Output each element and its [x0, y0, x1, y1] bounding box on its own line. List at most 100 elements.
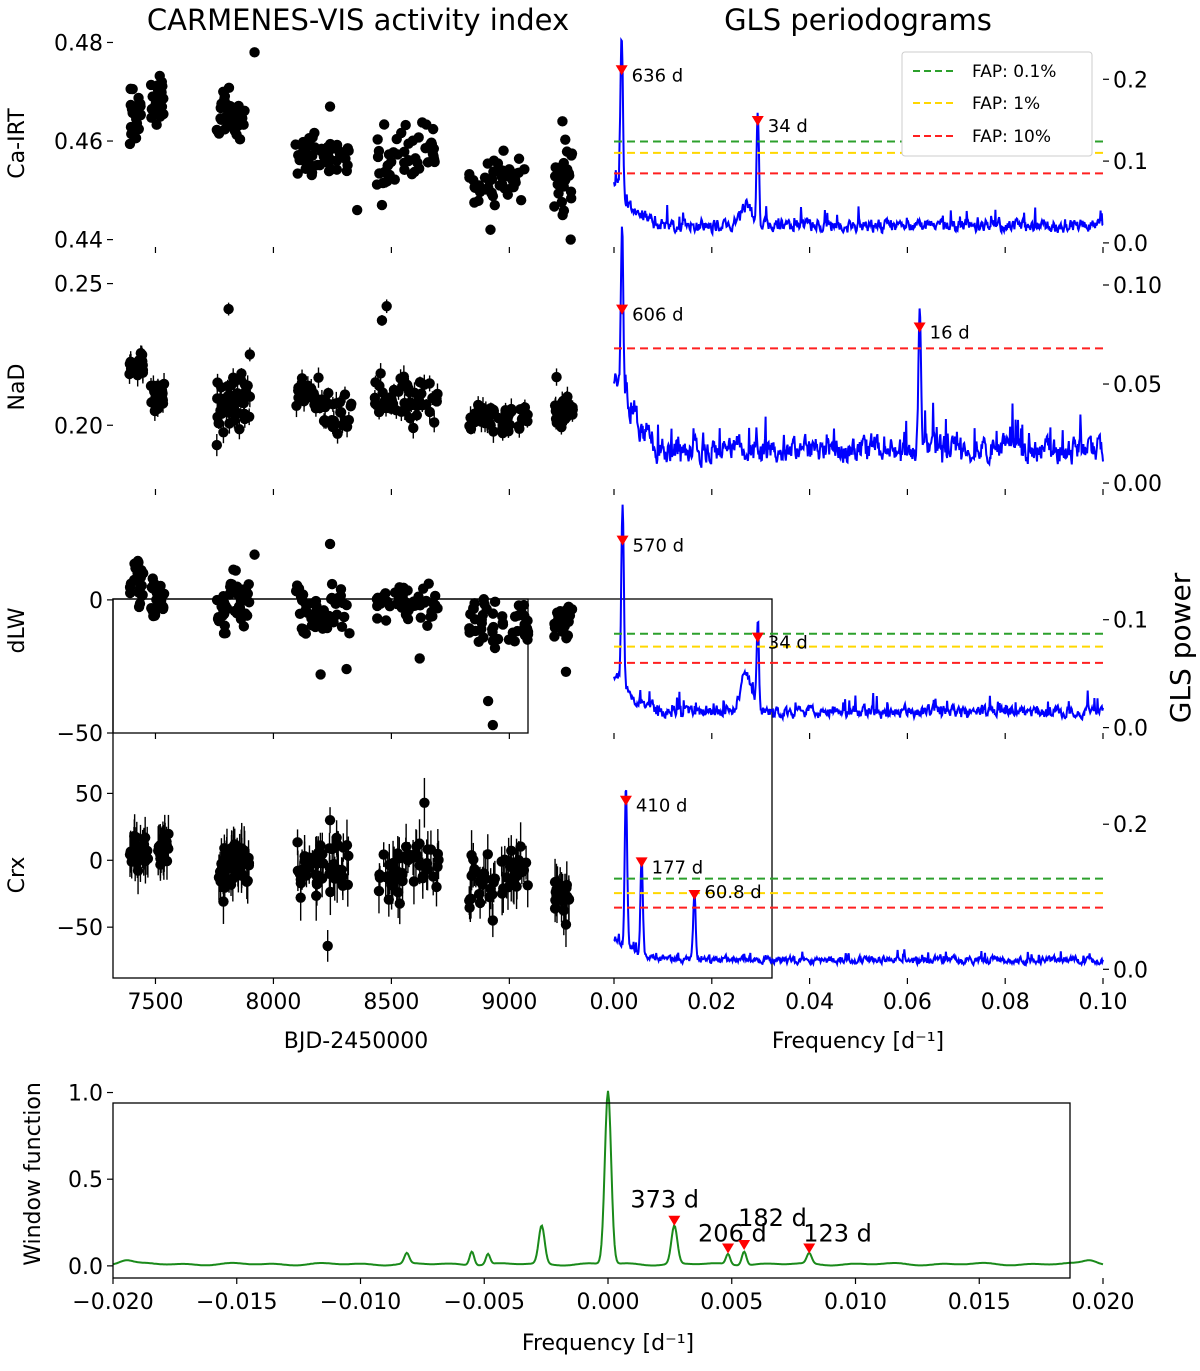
- y-tick-label: 0.2: [1113, 68, 1148, 93]
- x-tick-label: 0.10: [1079, 990, 1128, 1015]
- data-point: [558, 157, 569, 169]
- data-point: [556, 196, 568, 208]
- data-point: [404, 602, 415, 613]
- data-point: [559, 621, 570, 632]
- y-tick-label: 0.0: [1113, 958, 1148, 983]
- data-point: [417, 117, 428, 128]
- data-point: [343, 850, 354, 862]
- data-point: [333, 840, 344, 851]
- timeseries-frame-4: [112, 598, 773, 979]
- x-tick-label: 0.010: [824, 1290, 887, 1315]
- data-point: [521, 626, 532, 638]
- data-point: [562, 405, 573, 417]
- data-point: [485, 420, 496, 431]
- right-ylabel: GLS power: [1164, 572, 1197, 723]
- periodogram-line: [613, 789, 1104, 968]
- data-point: [345, 401, 356, 412]
- data-point: [299, 151, 310, 162]
- peak-label: 206 d: [698, 1219, 767, 1247]
- data-point: [326, 164, 337, 175]
- data-point: [241, 610, 253, 621]
- data-point: [402, 613, 414, 625]
- data-point: [419, 797, 430, 808]
- data-point: [506, 845, 517, 857]
- x-tick-label: 0.06: [883, 990, 932, 1015]
- x-tick-label: −0.015: [196, 1290, 277, 1315]
- data-point: [313, 372, 324, 383]
- data-point: [557, 885, 568, 896]
- peak-marker: [615, 65, 628, 76]
- data-point: [411, 841, 422, 852]
- data-point: [300, 628, 312, 639]
- data-point: [400, 119, 411, 131]
- x-tick-label: 0.08: [981, 990, 1030, 1015]
- y-tick-label: 50: [75, 782, 103, 807]
- data-point: [370, 377, 381, 388]
- data-point: [415, 612, 427, 623]
- data-point: [317, 848, 328, 860]
- data-point: [126, 856, 137, 867]
- data-point: [414, 653, 425, 664]
- data-point: [315, 669, 326, 680]
- data-point: [307, 598, 318, 609]
- data-point: [228, 564, 239, 575]
- data-point: [306, 613, 317, 624]
- data-point: [233, 120, 244, 131]
- x-tick-label: −0.010: [320, 1290, 401, 1315]
- data-point: [549, 631, 560, 642]
- peak-marker: [616, 535, 629, 546]
- data-point: [223, 303, 234, 315]
- data-point: [326, 578, 338, 590]
- x-tick-label: 0.000: [577, 1290, 640, 1315]
- data-point: [125, 846, 136, 857]
- data-point: [342, 879, 353, 890]
- x-tick-label: 7500: [127, 990, 183, 1015]
- y-tick-label: 0.0: [1113, 717, 1148, 742]
- x-tick-label: 0.020: [1072, 1290, 1135, 1315]
- data-point: [341, 165, 352, 177]
- y-axis-label: NaD: [5, 364, 30, 411]
- data-point: [369, 392, 381, 404]
- data-point: [515, 841, 526, 852]
- data-point: [502, 189, 514, 200]
- y-tick-label: 0.1: [1113, 609, 1148, 634]
- y-tick-label: −50: [57, 722, 103, 747]
- data-point: [503, 855, 514, 867]
- data-point: [424, 406, 435, 418]
- data-point: [124, 582, 136, 593]
- data-point: [403, 138, 414, 149]
- data-point: [560, 666, 572, 677]
- data-point: [331, 609, 343, 620]
- peak-label: 182 d: [738, 1204, 807, 1232]
- data-point: [553, 188, 564, 199]
- data-point: [324, 814, 336, 826]
- data-point: [386, 880, 397, 891]
- data-point: [215, 382, 227, 393]
- left-title: CARMENES-VIS activity index: [147, 3, 569, 37]
- data-point: [487, 719, 499, 731]
- data-point: [152, 108, 163, 119]
- data-point: [557, 209, 568, 221]
- data-point: [218, 427, 229, 438]
- data-point: [135, 110, 146, 121]
- data-point: [138, 567, 149, 579]
- data-point: [295, 892, 306, 903]
- peak-marker: [751, 116, 764, 126]
- data-point: [212, 411, 223, 423]
- data-point: [379, 166, 390, 178]
- x-tick-label: −0.020: [72, 1290, 153, 1315]
- y-axis-label: dLW: [5, 607, 30, 653]
- data-point: [433, 854, 444, 866]
- data-point: [152, 79, 164, 91]
- peak-marker: [616, 304, 629, 315]
- peak-label: 34 d: [768, 116, 808, 137]
- data-point: [473, 889, 485, 900]
- x-tick-label: 0.04: [785, 990, 834, 1015]
- data-point: [522, 880, 533, 891]
- data-point: [424, 378, 435, 389]
- peak-marker: [688, 890, 701, 901]
- data-point: [476, 623, 487, 635]
- periodogram-line: [613, 36, 1104, 238]
- data-point: [290, 585, 302, 597]
- data-point: [509, 636, 520, 647]
